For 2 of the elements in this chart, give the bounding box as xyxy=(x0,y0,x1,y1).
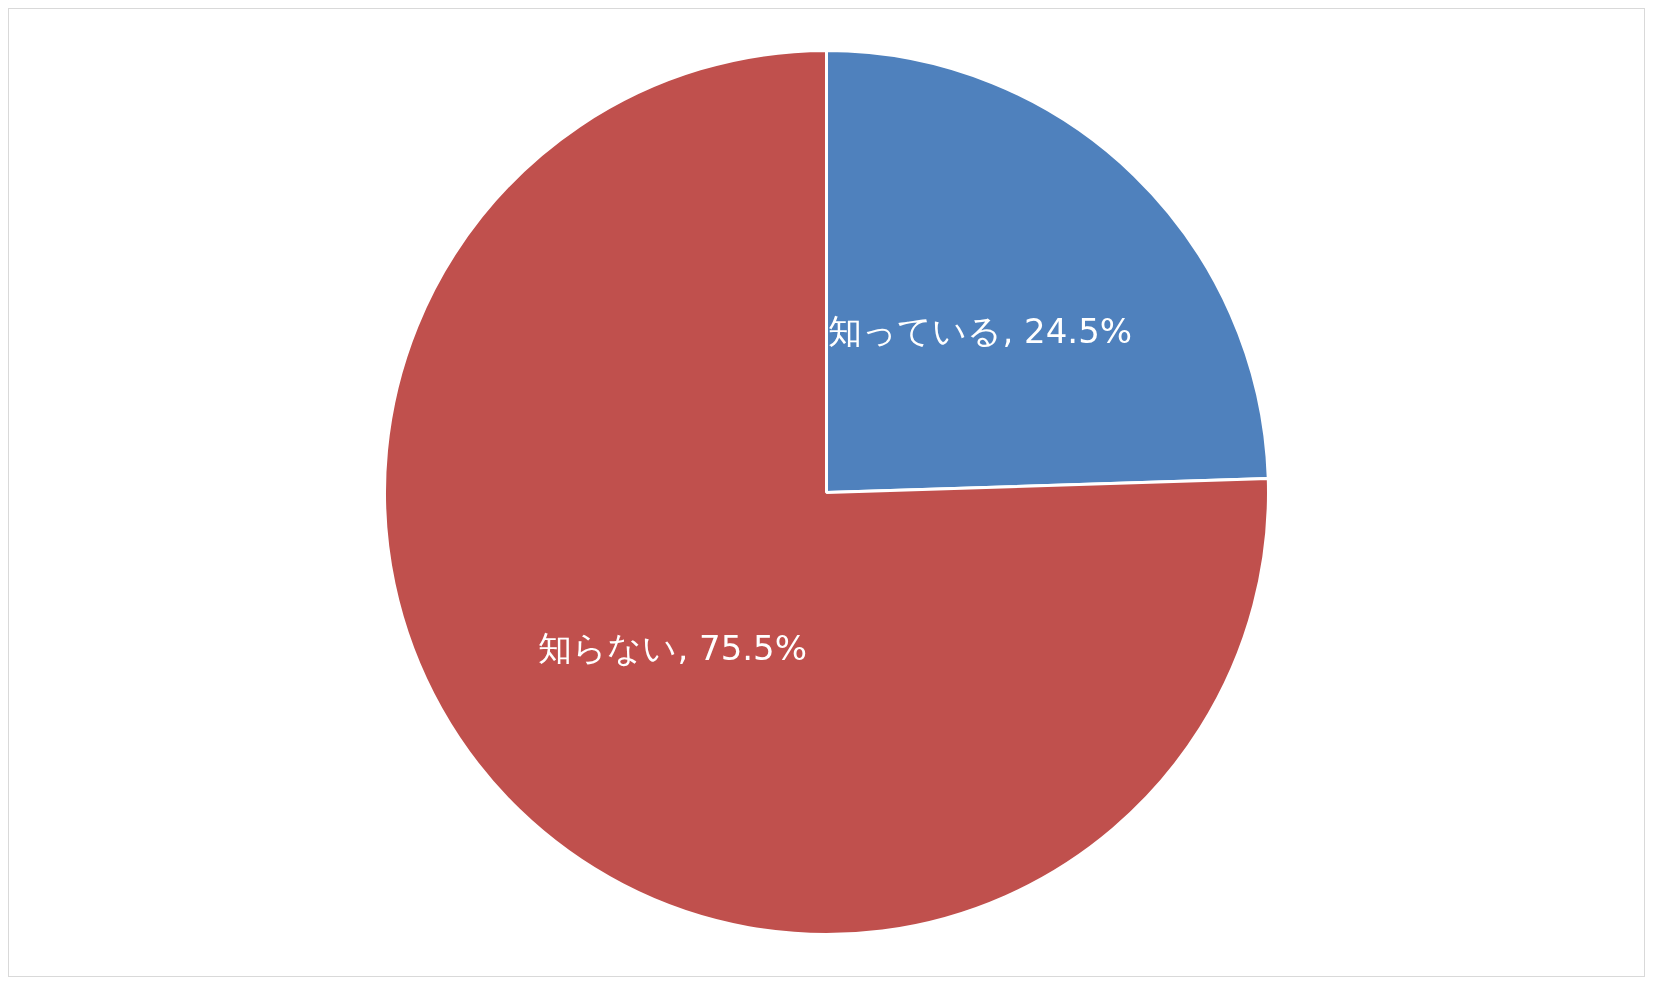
slice-label: 知らない, 75.5% xyxy=(538,628,808,669)
slice-label: 知っている, 24.5% xyxy=(828,310,1133,351)
